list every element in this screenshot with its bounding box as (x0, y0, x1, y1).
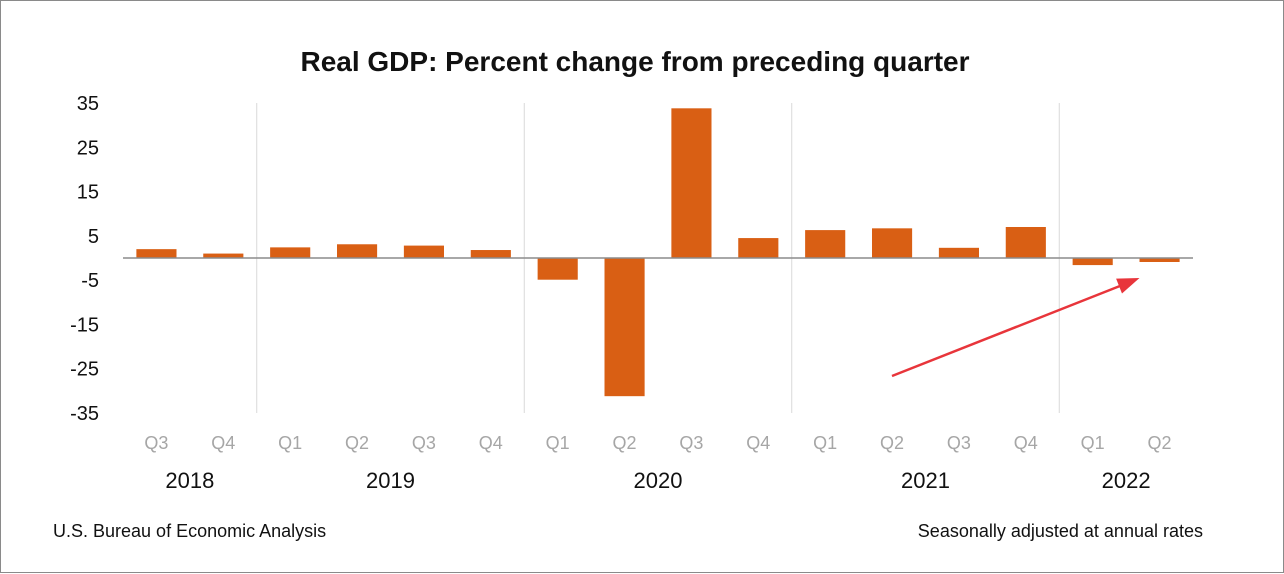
quarter-label: Q3 (144, 433, 168, 453)
quarter-label: Q1 (278, 433, 302, 453)
quarter-label: Q2 (1148, 433, 1172, 453)
bar (270, 247, 311, 258)
y-tick-label: -5 (81, 270, 99, 292)
arrow-shaft (891, 281, 1128, 378)
year-label: 2018 (165, 468, 214, 493)
y-tick-label: -35 (70, 403, 99, 425)
bar (470, 250, 511, 258)
quarter-label: Q1 (813, 433, 837, 453)
year-label: 2022 (1102, 468, 1151, 493)
bar (872, 228, 913, 258)
bar (604, 258, 645, 397)
year-label: 2019 (366, 468, 415, 493)
y-tick-label: 35 (77, 93, 99, 115)
chart-title: Real GDP: Percent change from preceding … (300, 46, 969, 77)
quarter-label: Q3 (947, 433, 971, 453)
bar (1072, 258, 1113, 266)
seasonal-note: Seasonally adjusted at annual rates (918, 521, 1203, 541)
y-tick-label: 25 (77, 137, 99, 159)
bar (738, 238, 779, 258)
y-tick-label: 15 (77, 182, 99, 204)
quarter-label: Q2 (613, 433, 637, 453)
annotation-arrow (891, 278, 1140, 378)
bar (1139, 258, 1180, 262)
quarter-label: Q3 (412, 433, 436, 453)
arrow-head (1116, 278, 1140, 294)
year-label: 2020 (634, 468, 683, 493)
year-label: 2021 (901, 468, 950, 493)
bar (136, 249, 177, 258)
source-label: U.S. Bureau of Economic Analysis (53, 521, 326, 541)
quarter-labels: Q3 Q4 Q1 Q2 Q3 Q4 Q1 Q2 Q3 Q4 Q1 Q2 Q3 Q4 Q1 Q2 (144, 433, 1171, 453)
quarter-label: Q4 (211, 433, 235, 453)
quarter-label: Q3 (679, 433, 703, 453)
quarter-label: Q2 (345, 433, 369, 453)
bar (337, 244, 378, 258)
bar (938, 247, 979, 258)
quarter-label: Q4 (746, 433, 770, 453)
bar (203, 253, 244, 258)
quarter-label: Q1 (546, 433, 570, 453)
quarter-label: Q2 (880, 433, 904, 453)
bar (1005, 227, 1046, 258)
y-tick-label: -15 (70, 314, 99, 336)
bar (537, 258, 578, 280)
quarter-label: Q4 (1014, 433, 1038, 453)
bar (403, 245, 444, 258)
bars (136, 108, 1180, 397)
y-tick-label: 5 (88, 226, 99, 248)
quarter-label: Q4 (479, 433, 503, 453)
bar (671, 108, 712, 258)
y-axis-ticks: 35 25 15 5 -5 -15 -25 -35 (70, 93, 99, 425)
y-tick-label: -25 (70, 359, 99, 381)
quarter-label: Q1 (1081, 433, 1105, 453)
bar (805, 230, 846, 258)
year-labels: 2018 2019 2020 2021 2022 (165, 468, 1150, 493)
